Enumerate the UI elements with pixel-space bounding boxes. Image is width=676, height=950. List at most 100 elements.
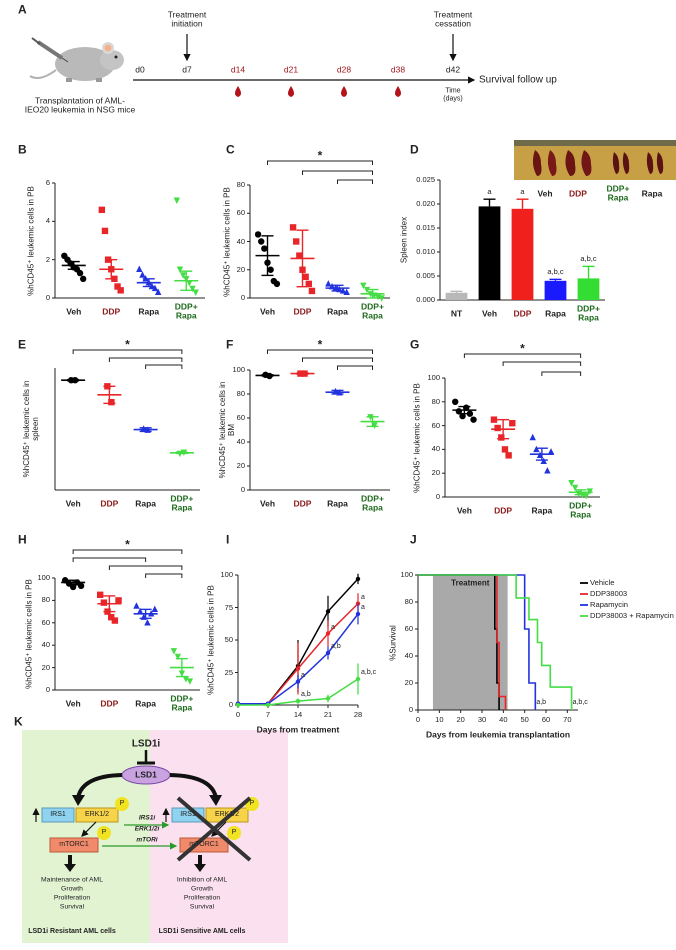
y-tick-label: 20: [404, 677, 413, 687]
bar: [511, 208, 534, 300]
point: [186, 279, 193, 287]
x-tick-label: 10: [435, 714, 444, 724]
significance-bracket: [108, 357, 183, 362]
point: [261, 245, 268, 252]
point: [115, 597, 122, 604]
y-axis-label: %hCD45⁺ leukemic cells in spleen: [22, 380, 40, 478]
significance-bracket: [72, 557, 147, 562]
y-tick-label: 20: [236, 264, 245, 274]
panel-letter: F: [226, 337, 234, 352]
outcome: Growth: [61, 885, 83, 893]
x-tick-label: 20: [456, 714, 465, 724]
x-tick-label: Rapa: [545, 308, 566, 319]
spleen-photo: [514, 140, 676, 180]
y-tick-label: 20: [236, 460, 245, 470]
time-label: Time (days): [443, 87, 463, 102]
y-tick-label: 60: [236, 208, 245, 218]
x-tick-label: Veh: [66, 306, 82, 317]
annotation: a: [361, 604, 365, 612]
y-tick-label: 40: [404, 650, 413, 660]
outcome: Proliferation: [183, 894, 221, 902]
point: [136, 265, 143, 272]
point: [100, 599, 108, 606]
y-axis-label: %hCD45⁺ leukemic cells in BM: [218, 381, 236, 479]
target: LSD1: [135, 769, 157, 780]
y-tick-label: 20: [41, 662, 50, 672]
annotation: a: [487, 187, 492, 197]
point: [176, 266, 184, 273]
point: [154, 288, 162, 295]
x-tick-label: NT: [450, 308, 463, 319]
y-tick-label: 0: [240, 292, 245, 302]
phospho: P: [231, 829, 237, 837]
x-tick-label: DDP: [494, 505, 513, 516]
significance-bracket: [72, 349, 183, 354]
point: [265, 702, 271, 708]
panel-letter: B: [18, 142, 27, 157]
day-label: d38: [390, 64, 406, 75]
point: [305, 280, 312, 288]
x-axis-label: Days from treatment: [256, 724, 340, 735]
population-title: LSD1i Resistant AML cells: [28, 928, 116, 936]
point: [174, 653, 182, 661]
panel-letter: I: [226, 532, 230, 547]
drug: mTORi: [136, 836, 158, 844]
day-label: d28: [336, 64, 352, 75]
significance-bracket: [463, 353, 582, 358]
node: IRS1: [180, 811, 196, 819]
legend-label: DDP38003 + Rapamycin: [590, 610, 674, 620]
panel-letter: D: [410, 142, 419, 157]
x-tick-label: 50: [520, 714, 529, 724]
point: [173, 197, 181, 204]
point: [308, 287, 316, 295]
significance: *: [125, 537, 130, 552]
x-tick-label: DDP: [100, 698, 119, 709]
significance-bracket: [72, 549, 183, 554]
y-tick-label: 0.000: [416, 294, 435, 304]
significance-bracket: [502, 361, 582, 366]
node: mTORC1: [59, 841, 89, 849]
point: [179, 272, 187, 279]
significance: *: [520, 341, 525, 356]
point: [117, 287, 124, 294]
diagram: [22, 730, 288, 943]
x-tick-label: DDP+ Rapa: [577, 303, 600, 323]
point: [494, 424, 501, 432]
phospho: P: [119, 800, 125, 808]
point: [151, 284, 159, 292]
outcome: Inhibition of AML: [176, 876, 228, 884]
x-axis-label: Days from leukemia transplantation: [425, 729, 571, 740]
x-tick-label: Rapa: [135, 698, 157, 709]
x-tick-label: DDP: [100, 498, 119, 509]
significance: *: [317, 148, 323, 163]
panel-letter: J: [410, 532, 417, 547]
y-tick-label: 60: [431, 420, 440, 430]
point: [470, 416, 477, 423]
point: [108, 614, 115, 621]
point: [108, 398, 115, 406]
x-tick-label: DDP: [293, 306, 312, 317]
y-tick-label: 0.015: [416, 222, 435, 232]
point: [325, 631, 331, 636]
significance: *: [125, 337, 130, 352]
legend-label: Vehicle: [590, 577, 615, 587]
point: [568, 480, 575, 487]
y-tick-label: 100: [220, 569, 233, 579]
point: [355, 576, 361, 582]
point: [254, 231, 262, 238]
treatment-start: Treatment initiation: [167, 9, 207, 29]
point: [501, 446, 509, 453]
photo-label: Rapa: [641, 188, 663, 199]
x-tick-label: 28: [353, 709, 363, 719]
bar: [478, 206, 501, 300]
point: [529, 433, 536, 441]
y-tick-label: 0: [228, 699, 233, 709]
node: ERK1/2: [214, 811, 240, 819]
y-tick-label: 0.020: [416, 198, 435, 208]
point: [293, 238, 300, 245]
y-tick-label: 75: [224, 602, 233, 612]
panel-letter: E: [18, 337, 27, 352]
y-axis-label: Spleen index: [399, 216, 409, 264]
phospho: P: [101, 829, 107, 837]
annotation: a,b,c: [580, 254, 597, 264]
